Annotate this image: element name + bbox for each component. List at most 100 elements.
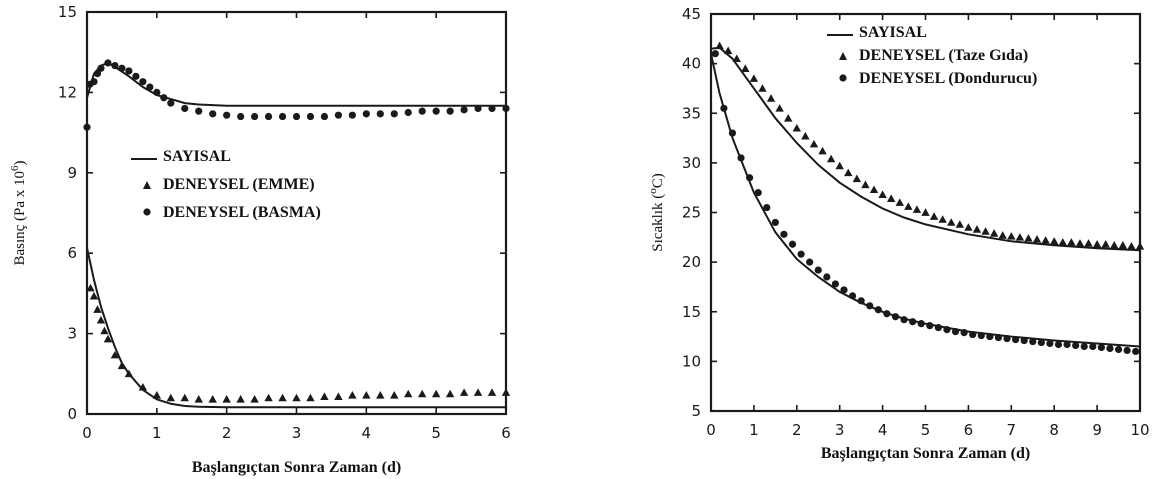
c0-point-circle bbox=[167, 99, 175, 107]
c1-x-tick-label: 2 bbox=[792, 421, 802, 439]
c0-point-circle bbox=[195, 107, 203, 115]
c0-point-circle bbox=[460, 106, 468, 114]
c0-x-tick-label: 1 bbox=[152, 424, 162, 442]
c0-point-circle bbox=[132, 72, 140, 80]
c1-point-triangle bbox=[723, 46, 733, 55]
c0-point-triangle bbox=[487, 388, 497, 396]
c0-point-circle bbox=[146, 83, 154, 91]
c1-point-circle bbox=[754, 189, 762, 197]
c1-x-axis-label: Başlangıçtan Sonra Zaman (d) bbox=[821, 445, 1030, 462]
c0-point-circle bbox=[139, 78, 147, 86]
c1-point-circle bbox=[780, 230, 788, 238]
c0-legend-triangle-icon bbox=[143, 181, 151, 189]
c1-point-triangle bbox=[998, 231, 1007, 239]
c1-point-circle bbox=[797, 250, 805, 258]
c0-point-triangle bbox=[334, 392, 343, 400]
c1-point-triangle bbox=[749, 74, 759, 82]
c1-y-tick-label: 15 bbox=[682, 303, 701, 321]
c0-y-tick-label: 3 bbox=[67, 325, 77, 343]
c0-point-circle bbox=[278, 112, 287, 121]
c1-point-triangle bbox=[895, 198, 904, 206]
c0-point-circle bbox=[502, 104, 510, 113]
c1-point-circle bbox=[763, 203, 771, 212]
c1-point-triangle bbox=[1135, 242, 1145, 250]
c1-point-circle bbox=[711, 50, 719, 58]
c1-point-triangle bbox=[1110, 241, 1119, 249]
c1-y-tick-label: 10 bbox=[682, 352, 701, 370]
c0-point-triangle bbox=[278, 393, 287, 402]
c0-point-triangle bbox=[222, 395, 231, 403]
c0-point-triangle bbox=[117, 361, 127, 370]
c1-point-triangle bbox=[955, 220, 965, 228]
c1-point-triangle bbox=[938, 215, 947, 223]
c0-y-axis-label: Basınç (Pa x 106) bbox=[9, 160, 28, 265]
c0-y-tick-label: 9 bbox=[67, 164, 77, 182]
c1-point-circle bbox=[960, 328, 968, 337]
c0-point-triangle bbox=[236, 395, 245, 403]
c0-point-triangle bbox=[418, 389, 427, 398]
c1-point-circle bbox=[771, 218, 779, 227]
c1-point-triangle bbox=[1050, 237, 1059, 245]
c0-x-tick-label: 0 bbox=[82, 424, 92, 442]
c0-point-circle bbox=[292, 112, 301, 121]
c1-point-circle bbox=[874, 306, 882, 314]
c1-point-circle bbox=[1037, 338, 1045, 347]
c0-point-triangle bbox=[390, 391, 399, 399]
c1-y-tick-label: 5 bbox=[691, 402, 701, 420]
c1-point-triangle bbox=[801, 131, 810, 140]
c1-y-tick-label: 30 bbox=[682, 154, 701, 172]
c1-point-triangle bbox=[886, 194, 896, 202]
c1-point-circle bbox=[917, 320, 925, 328]
c1-legend-label: DENEYSEL (Dondurucu) bbox=[859, 70, 1037, 87]
c0-point-circle bbox=[306, 112, 315, 121]
c1-point-circle bbox=[720, 104, 728, 112]
c0-point-circle bbox=[404, 108, 412, 117]
c1-point-triangle bbox=[835, 161, 844, 170]
c1-y-tick-label: 40 bbox=[682, 55, 701, 73]
c0-x-tick-label: 3 bbox=[292, 424, 302, 442]
c0-point-circle bbox=[446, 107, 454, 115]
c0-point-triangle bbox=[501, 388, 511, 396]
c0-point-circle bbox=[418, 107, 426, 115]
c1-point-circle bbox=[857, 297, 865, 305]
c1-x-tick-label: 0 bbox=[706, 421, 716, 439]
c1-point-circle bbox=[1106, 344, 1114, 353]
c1-point-triangle bbox=[826, 154, 836, 163]
c0-point-triangle bbox=[445, 389, 455, 398]
c1-point-circle bbox=[814, 266, 822, 274]
c0-point-circle bbox=[376, 110, 384, 118]
c1-point-triangle bbox=[784, 114, 793, 122]
c0-point-triangle bbox=[100, 326, 109, 335]
c1-point-triangle bbox=[878, 190, 887, 198]
c0-point-triangle bbox=[362, 391, 371, 399]
c1-x-tick-label: 1 bbox=[749, 421, 759, 439]
c1-point-triangle bbox=[809, 139, 819, 148]
c1-x-tick-label: 8 bbox=[1049, 421, 1059, 439]
c0-y-tick-label: 6 bbox=[67, 244, 77, 262]
c1-point-triangle bbox=[1127, 242, 1136, 250]
c0-point-circle bbox=[97, 64, 105, 72]
c1-point-circle bbox=[1097, 343, 1105, 352]
c1-point-circle bbox=[883, 310, 891, 318]
c1-point-circle bbox=[1020, 336, 1028, 345]
c0-point-circle bbox=[181, 104, 189, 113]
c0-y-tick-label: 0 bbox=[67, 405, 77, 423]
c1-point-circle bbox=[788, 240, 797, 248]
c1-point-triangle bbox=[1118, 241, 1128, 249]
c0-legend-label: DENEYSEL (BASMA) bbox=[163, 204, 321, 221]
c0-point-circle bbox=[251, 112, 259, 121]
c0-point-circle bbox=[320, 112, 329, 121]
c1-point-circle bbox=[900, 316, 908, 324]
c1-point-triangle bbox=[1067, 238, 1076, 246]
c1-point-triangle bbox=[732, 54, 741, 63]
c1-point-circle bbox=[1072, 341, 1080, 350]
c0-point-circle bbox=[160, 94, 168, 102]
c0-x-tick-label: 5 bbox=[431, 424, 441, 442]
c0-point-triangle bbox=[404, 389, 413, 398]
c0-point-triangle bbox=[348, 391, 357, 399]
c1-point-triangle bbox=[989, 229, 999, 237]
c1-point-triangle bbox=[1092, 240, 1102, 248]
c1-point-circle bbox=[737, 154, 745, 162]
c1-point-triangle bbox=[775, 104, 784, 112]
